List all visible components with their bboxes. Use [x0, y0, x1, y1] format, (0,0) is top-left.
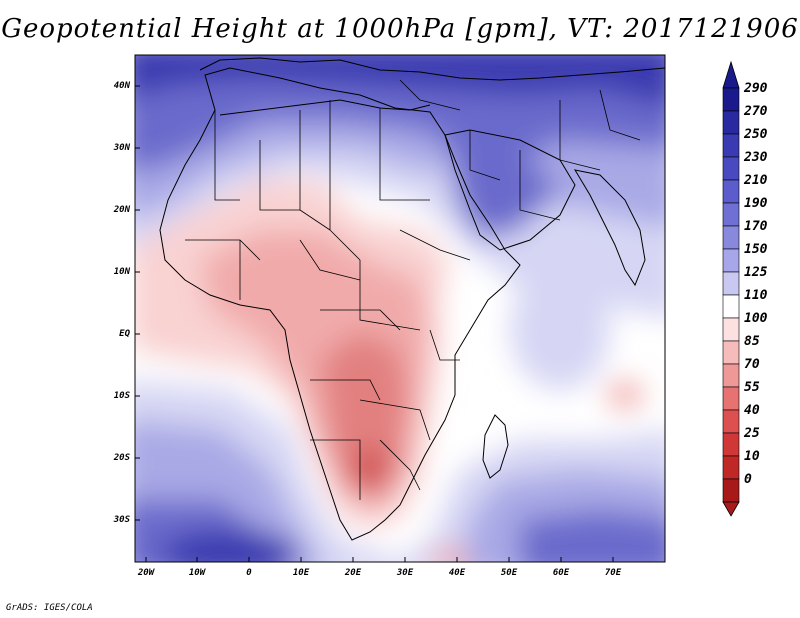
border-line: [379, 439, 421, 491]
colorbar-swatch: [722, 110, 740, 135]
colorbar-label: 170: [744, 219, 768, 234]
border-line: [299, 239, 361, 281]
lon-label-40e: 40E: [448, 568, 466, 578]
lat-label-20s: 20S: [113, 453, 130, 463]
lat-label-30s: 30S: [113, 515, 130, 525]
colorbar-label: 150: [744, 242, 768, 257]
lat-label-10n: 10N: [113, 267, 130, 277]
coastlines: [159, 57, 665, 541]
footer-credit: GrADS: IGES/COLA: [6, 603, 93, 613]
colorbar-swatch: [722, 271, 740, 296]
lon-label-10w: 10W: [188, 568, 206, 578]
field-madagascar-red: [607, 381, 643, 409]
chart-title: Geopotential Height at 1000hPa [gpm], VT…: [1, 14, 799, 44]
colorbar-label: 100: [744, 311, 768, 326]
colorbar-swatch: [722, 225, 740, 250]
lon-label-20e: 20E: [344, 568, 362, 578]
border-line: [299, 110, 331, 231]
border-line: [359, 399, 431, 441]
lon-label-50e: 50E: [500, 568, 518, 578]
colorbar-swatch: [722, 294, 740, 319]
lat-label-10s: 10S: [113, 391, 130, 401]
border-line: [519, 150, 561, 221]
colorbar-label: 70: [744, 357, 760, 372]
colorbar-swatch: [722, 179, 740, 204]
colorbar-label: 110: [744, 288, 768, 303]
colorbar-label: 230: [744, 150, 768, 165]
border-line: [329, 100, 361, 261]
field-arabia-blue: [450, 140, 560, 240]
border-line: [429, 329, 460, 361]
colorbar-swatch: [722, 340, 740, 365]
lon-label-0: 0: [246, 568, 252, 578]
colorbar-label: 55: [744, 380, 760, 395]
field-south-deepblue: [160, 530, 300, 562]
border-line: [399, 229, 471, 261]
axis-ticks: [135, 85, 614, 562]
colorbar-label: 10: [744, 449, 760, 464]
field-south-midblue-east: [520, 510, 665, 562]
colorbar-label: 40: [744, 403, 760, 418]
lon-label-30e: 30E: [396, 568, 414, 578]
colorbar-label: 125: [744, 265, 768, 280]
arabia-coast: [444, 129, 576, 251]
border-line: [599, 89, 641, 141]
border-line: [310, 379, 381, 401]
field-south-tip-red: [430, 548, 470, 562]
colorbar-label: 290: [744, 81, 768, 96]
map-frame: [134, 54, 666, 563]
colorbar-swatch: [722, 202, 740, 227]
colorbar-label: 210: [744, 173, 768, 188]
mediterranean-coast: [219, 99, 431, 116]
lat-label-40n: 40N: [113, 81, 130, 91]
madagascar-coast: [482, 414, 509, 479]
lon-label-10e: 10E: [292, 568, 310, 578]
colorbar-swatch: [722, 478, 740, 503]
border-line: [359, 260, 421, 331]
lat-label-30n: 30N: [113, 143, 130, 153]
border-line: [214, 110, 240, 201]
border-line: [399, 79, 461, 111]
india-coast: [573, 169, 646, 287]
field-east-indian-blue: [510, 270, 610, 390]
colorbar-label: 190: [744, 196, 768, 211]
border-line: [259, 140, 300, 211]
border-line: [320, 309, 401, 331]
country-borders: [185, 79, 641, 500]
border-line: [379, 108, 430, 201]
colorbar-swatch: [722, 248, 740, 273]
colorbar-label: 25: [744, 426, 760, 441]
colorbar-swatch: [722, 87, 740, 112]
colorbar-bottom-arrow: [722, 501, 740, 517]
colorbar-top-arrow: [722, 60, 740, 89]
field-north-deepblue: [135, 55, 665, 107]
colorbar-label: 85: [744, 334, 760, 349]
colorbar-swatch: [722, 133, 740, 158]
europe-coast: [199, 57, 665, 81]
lon-label-20w: 20W: [137, 568, 155, 578]
border-line: [310, 439, 361, 500]
border-line: [469, 130, 501, 181]
colorbar-swatch: [722, 455, 740, 480]
colorbar: [722, 60, 740, 517]
lon-label-70e: 70E: [604, 568, 622, 578]
height-field: [135, 55, 665, 562]
colorbar-swatch: [722, 432, 740, 457]
colorbar-swatch: [722, 363, 740, 388]
colorbar-swatch: [722, 317, 740, 342]
colorbar-label: 250: [744, 127, 768, 142]
field-africa-deepred: [345, 448, 395, 492]
lat-label-20n: 20N: [113, 205, 130, 215]
colorbar-swatch: [722, 409, 740, 434]
lon-label-60e: 60E: [552, 568, 570, 578]
colorbar-label: 0: [744, 472, 752, 487]
lat-label-eq: EQ: [119, 329, 130, 339]
colorbar-swatch: [722, 386, 740, 411]
colorbar-label: 270: [744, 104, 768, 119]
border-line: [559, 100, 601, 171]
colorbar-swatch: [722, 156, 740, 181]
